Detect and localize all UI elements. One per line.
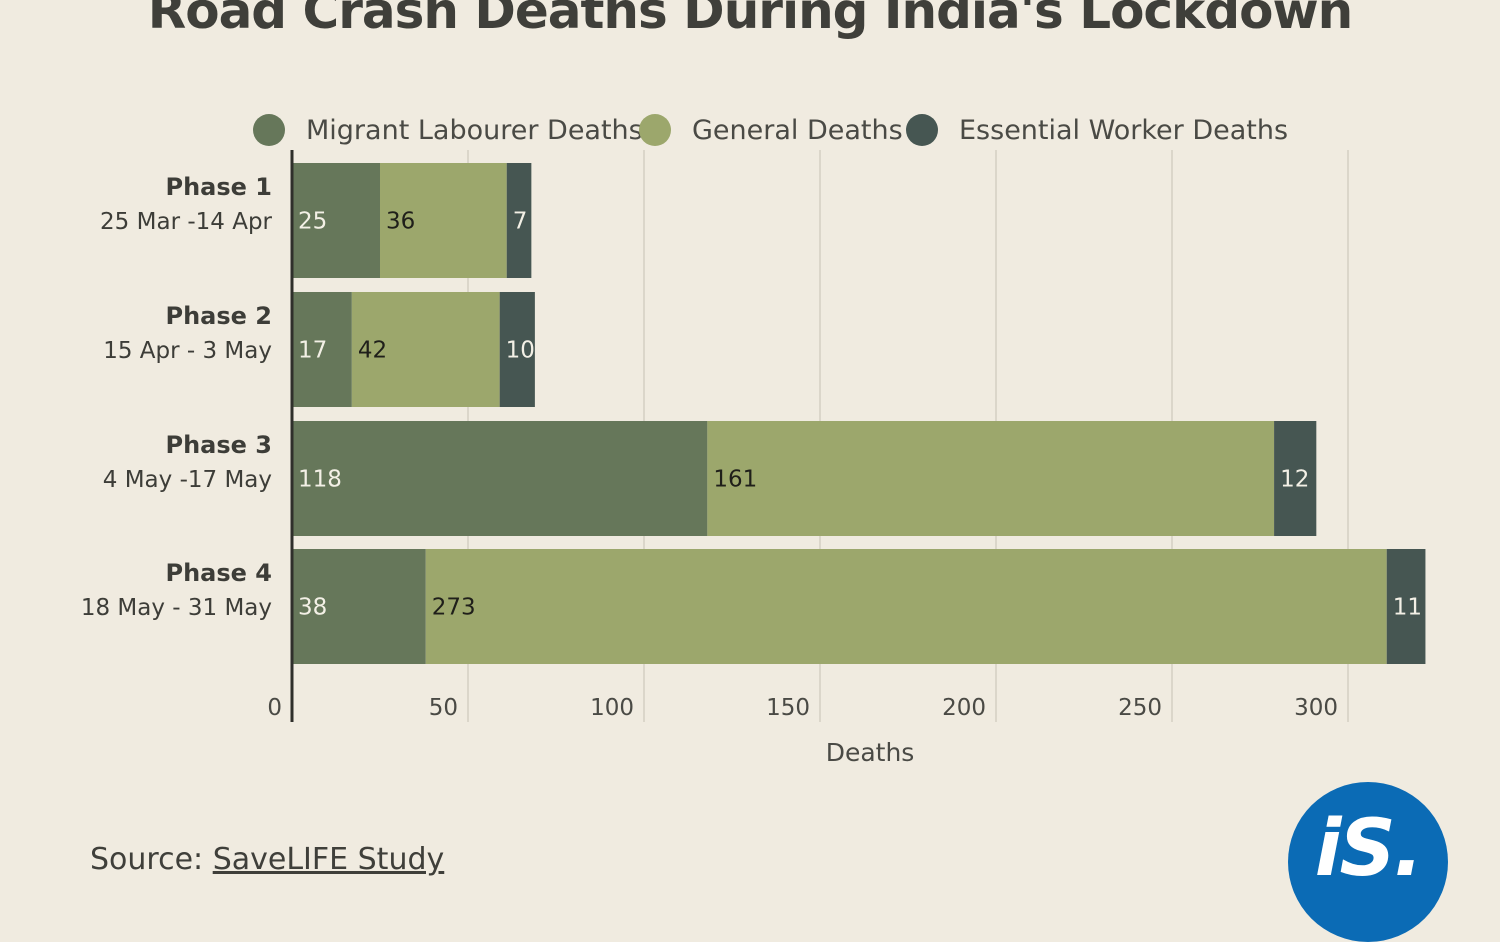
bar-segment xyxy=(425,549,1387,664)
data-label: 7 xyxy=(513,209,528,235)
stacked-bar-chart: 25 36 7 Phase 1 25 Mar -14 Apr 17 42 10 Phase 2 1… xyxy=(81,114,1426,767)
category-label: Phase 2 xyxy=(166,302,273,330)
category-dates: 4 May -17 May xyxy=(103,467,272,493)
legend-label: General Deaths xyxy=(692,115,903,146)
data-label: 11 xyxy=(1393,595,1422,621)
x-tick-label: 300 xyxy=(1294,695,1338,721)
logo: iS. xyxy=(1288,782,1448,942)
legend-swatch xyxy=(639,114,671,146)
x-tick-label: 50 xyxy=(429,695,458,721)
logo-text: iS. xyxy=(1314,804,1424,894)
category-label: Phase 3 xyxy=(166,431,273,459)
source-prefix: Source: xyxy=(90,842,213,877)
data-label: 273 xyxy=(432,595,476,621)
bar-segment xyxy=(499,292,535,407)
x-axis-title: Deaths xyxy=(826,738,915,767)
x-tick-label: 150 xyxy=(766,695,810,721)
bar-segment xyxy=(1274,421,1317,536)
source-link[interactable]: SaveLIFE Study xyxy=(212,842,445,877)
chart-title: Road Crash Deaths During India's Lockdow… xyxy=(147,0,1354,40)
data-label: 161 xyxy=(713,467,757,493)
category-dates: 15 Apr - 3 May xyxy=(103,338,272,364)
x-tick-label: 200 xyxy=(942,695,986,721)
category-label: Phase 4 xyxy=(166,559,273,587)
data-label: 118 xyxy=(298,467,342,493)
category-dates: 25 Mar -14 Apr xyxy=(100,209,272,235)
category-dates: 18 May - 31 May xyxy=(81,595,272,621)
bar-segment xyxy=(292,163,380,278)
category-label: Phase 1 xyxy=(166,173,273,201)
x-tick-label: 250 xyxy=(1118,695,1162,721)
legend-swatch xyxy=(253,114,285,146)
data-label: 38 xyxy=(298,595,327,621)
bar-segment xyxy=(506,163,532,278)
data-label: 12 xyxy=(1280,467,1309,493)
bar-segment xyxy=(707,421,1275,536)
bar-segment xyxy=(292,292,352,407)
bar-segment xyxy=(292,549,426,664)
data-label: 17 xyxy=(298,338,327,364)
data-label: 42 xyxy=(358,338,387,364)
bar-segment xyxy=(351,292,500,407)
x-tick-label: 0 xyxy=(267,695,282,721)
bar-segment xyxy=(292,421,708,536)
legend-swatch xyxy=(906,114,938,146)
bar-segment xyxy=(1386,549,1426,664)
data-label: 10 xyxy=(506,338,535,364)
legend-label: Migrant Labourer Deaths xyxy=(306,115,643,146)
data-label: 25 xyxy=(298,209,327,235)
x-tick-label: 100 xyxy=(590,695,634,721)
source-note: Source: SaveLIFE Study xyxy=(90,842,444,877)
legend-label: Essential Worker Deaths xyxy=(959,115,1288,146)
data-label: 36 xyxy=(386,209,415,235)
bar-segment xyxy=(380,163,507,278)
